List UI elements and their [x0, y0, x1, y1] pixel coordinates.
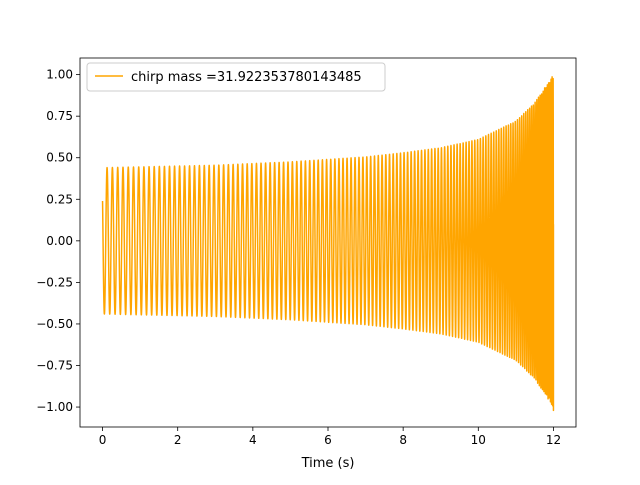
y-tick-label: 0.75: [46, 109, 73, 123]
y-tick-label: 0.25: [46, 192, 73, 206]
legend: chirp mass =31.922353780143485: [86, 62, 386, 92]
y-tick-label: 0.50: [46, 151, 73, 165]
plot-layer: [101, 76, 555, 412]
y-tick-label: −1.00: [36, 400, 73, 414]
y-axis-ticks: −1.00 −0.75 −0.50 −0.25 0.00 0.25 0.50 0.75 1.00: [36, 68, 80, 414]
x-tick-label: 8: [399, 433, 407, 447]
x-tick-label: 4: [249, 433, 257, 447]
y-tick-label: −0.25: [36, 275, 73, 289]
y-tick-label: −0.75: [36, 359, 73, 373]
x-tick-label: 0: [99, 433, 107, 447]
legend-series-label: chirp mass =31.922353780143485: [131, 70, 362, 85]
x-axis-ticks: 0 2 4 6 8 10 12: [99, 427, 561, 447]
x-tick-label: 6: [324, 433, 332, 447]
y-tick-label: −0.50: [36, 317, 73, 331]
y-tick-label: 1.00: [46, 68, 73, 82]
y-tick-label: 0.00: [46, 234, 73, 248]
x-tick-label: 2: [174, 433, 182, 447]
x-tick-label: 12: [546, 433, 561, 447]
x-tick-label: 10: [471, 433, 486, 447]
x-axis-label: Time (s): [301, 456, 355, 471]
legend-box: [86, 62, 386, 92]
chirp-waveform-line: [101, 76, 555, 412]
